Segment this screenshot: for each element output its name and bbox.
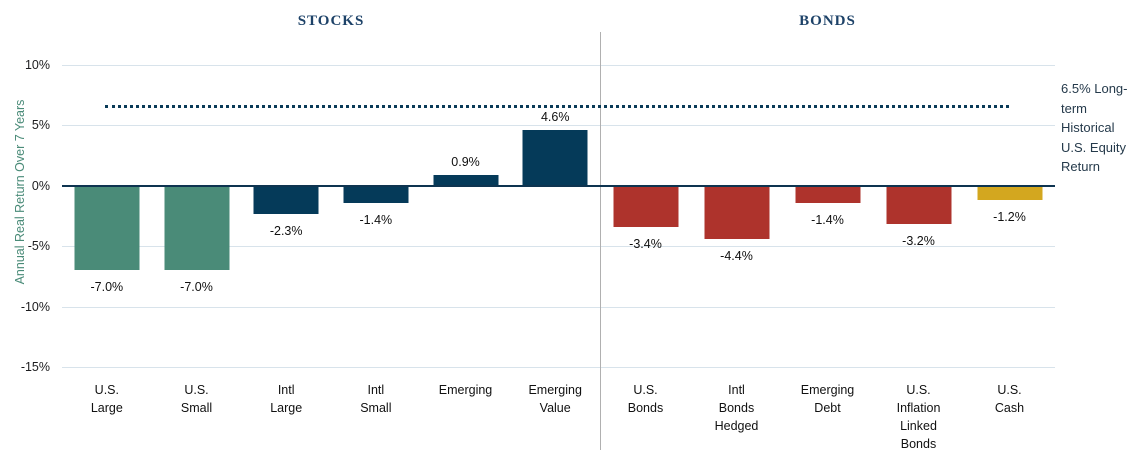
bar-u-s-large xyxy=(74,185,140,271)
gridline-10% xyxy=(62,64,1055,66)
gridline-5% xyxy=(62,125,1055,127)
plot-area: -7.0% -7.0% -2.3% -1.4% 0.9% 4.6% -3.4% -4.4% -1… xyxy=(62,50,1055,370)
bar-emerging-debt xyxy=(795,185,860,203)
category-label-group-stocks: U.S. Large U.S. Small Intl Large Intl Small… xyxy=(62,381,600,453)
bar-value-label-u-s-large: -7.0% xyxy=(90,280,124,295)
bar-column-u-s-inflation-linked-bonds: -3.2% xyxy=(873,50,964,370)
bar-column-intl-small: -1.4% xyxy=(331,50,421,370)
bar-column-emerging-debt: -1.4% xyxy=(782,50,873,370)
bar-column-emerging: 0.9% xyxy=(421,50,511,370)
category-label-emerging-debt: Emerging Debt xyxy=(800,383,855,415)
bar-column-u-s-large: -7.0% xyxy=(62,50,152,370)
y-axis-tick-labels: 10% 5% 0% -5% -10% -15% xyxy=(0,50,50,375)
category-label-intl-large: Intl Large xyxy=(270,383,303,415)
section-title-bonds: BONDS xyxy=(799,13,856,29)
bar-u-s-cash xyxy=(977,185,1042,201)
bar-group-stocks: -7.0% -7.0% -2.3% -1.4% 0.9% 4.6% xyxy=(62,50,600,370)
bar-intl-bonds-hedged xyxy=(704,185,769,239)
bar-column-u-s-bonds: -3.4% xyxy=(600,50,691,370)
bar-value-label-u-s-small: -7.0% xyxy=(180,280,213,295)
category-label-u-s-inflation-linked-bonds: U.S. Inflation Linked Bonds xyxy=(896,383,941,451)
bar-value-label-intl-bonds-hedged: -4.4% xyxy=(720,248,753,263)
y-tick-label-5: -5% xyxy=(27,239,50,254)
bar-column-u-s-cash: -1.2% xyxy=(964,50,1055,370)
bar-value-label-intl-small: -1.4% xyxy=(359,212,393,227)
category-label-u-s-cash: U.S. Cash xyxy=(994,383,1025,415)
category-label-u-s-small: U.S. Small xyxy=(180,383,213,415)
y-tick-label-5: 5% xyxy=(31,118,50,133)
category-label-emerging: Emerging xyxy=(438,383,493,397)
section-title-stocks: STOCKS xyxy=(297,13,365,29)
bar-u-s-bonds xyxy=(613,185,678,227)
bars-layer: -7.0% -7.0% -2.3% -1.4% 0.9% 4.6% -3.4% -4.4% -1… xyxy=(62,50,1055,370)
bar-u-s-small xyxy=(164,185,229,271)
bar-value-label-u-s-inflation-linked-bonds: -3.2% xyxy=(902,234,935,249)
bar-value-label-emerging-value: 4.6% xyxy=(540,109,570,124)
category-label-u-s-large: U.S. Large xyxy=(90,383,123,415)
y-tick-label-10: 10% xyxy=(24,57,50,72)
category-label-intl-small: Intl Small xyxy=(360,383,392,415)
bar-group-bonds: -3.4% -4.4% -1.4% -3.2% -1.2% xyxy=(600,50,1055,370)
bar-value-label-u-s-bonds: -3.4% xyxy=(629,236,662,251)
bar-value-label-u-s-cash: -1.2% xyxy=(993,210,1026,225)
reference-line-6-5-pct xyxy=(105,105,1009,109)
zero-baseline xyxy=(62,184,1055,187)
y-tick-label-10: -10% xyxy=(20,299,50,314)
bar-column-intl-large: -2.3% xyxy=(241,50,331,370)
bar-value-label-emerging: 0.9% xyxy=(451,154,480,169)
stocks-bonds-divider xyxy=(600,32,601,450)
bar-value-label-intl-large: -2.3% xyxy=(269,223,303,238)
bar-emerging-value xyxy=(522,129,588,186)
bar-column-emerging-value: 4.6% xyxy=(510,50,600,370)
category-labels-row: U.S. Large U.S. Small Intl Large Intl Small… xyxy=(62,381,1055,453)
category-label-u-s-bonds: U.S. Bonds xyxy=(627,383,664,415)
y-tick-label-0: 0% xyxy=(31,178,50,193)
category-label-emerging-value: Emerging Value xyxy=(528,383,582,415)
bar-intl-large xyxy=(253,185,319,214)
gridline--5% xyxy=(62,246,1055,248)
gridline--10% xyxy=(62,306,1055,308)
bar-emerging xyxy=(433,174,499,186)
bar-u-s-inflation-linked-bonds xyxy=(886,185,951,225)
category-label-group-bonds: U.S. Bonds Intl Bonds Hedged Emerging Debt… xyxy=(600,381,1055,453)
y-tick-label-15: -15% xyxy=(20,360,50,375)
bar-intl-small xyxy=(343,185,409,203)
reference-line-annotation: 6.5% Long- term Historical U.S. Equity R… xyxy=(1061,81,1128,174)
gridline--15% xyxy=(62,367,1055,369)
bar-column-intl-bonds-hedged: -4.4% xyxy=(691,50,782,370)
category-label-intl-bonds-hedged: Intl Bonds Hedged xyxy=(714,383,759,433)
bar-value-label-emerging-debt: -1.4% xyxy=(811,212,844,227)
bar-column-u-s-small: -7.0% xyxy=(152,50,242,370)
